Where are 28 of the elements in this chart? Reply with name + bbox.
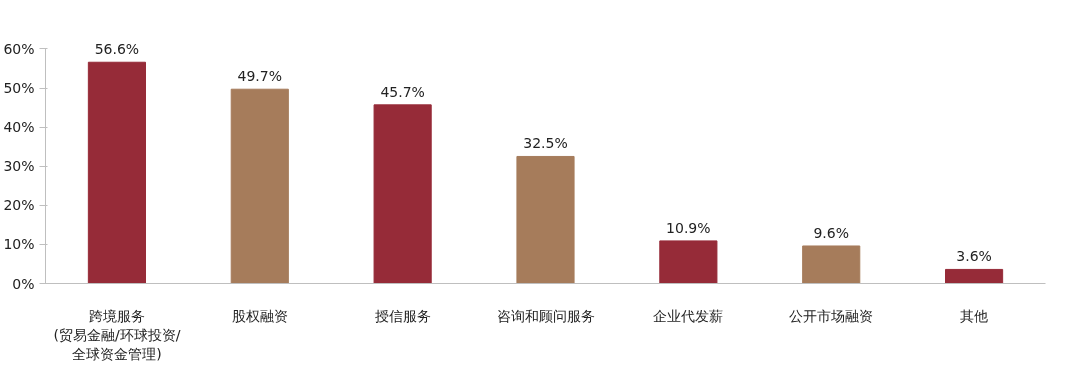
bar (659, 240, 718, 284)
x-tick-label: 跨境服务 (贸易金融/环球投资/ 全球资金管理) (53, 307, 181, 362)
data-label: 49.7% (237, 68, 283, 85)
bar (516, 155, 575, 284)
x-tick-label: 企业代发薪 (653, 307, 724, 324)
y-tick-label: 50% (3, 80, 35, 97)
x-tick-label: 股权融资 (231, 307, 288, 324)
data-label: 3.6% (956, 248, 992, 265)
data-label: 56.6% (94, 41, 140, 58)
y-tick-label: 30% (3, 158, 35, 175)
bar (373, 104, 432, 284)
x-tick-label: 公开市场融资 (789, 307, 874, 324)
y-tick-label: 20% (3, 197, 35, 214)
y-tick-label: 60% (3, 40, 35, 57)
x-tick-label: 咨询和顾问服务 (496, 307, 595, 324)
bar (230, 88, 289, 284)
data-label: 32.5% (523, 135, 568, 152)
bar (802, 245, 861, 284)
bar (945, 268, 1004, 284)
data-label: 10.9% (666, 219, 711, 236)
y-tick-label: 10% (3, 236, 35, 253)
data-label: 45.7% (380, 83, 425, 100)
x-tick-label: 其他 (960, 307, 989, 324)
y-tick-label: 0% (12, 275, 35, 292)
bar (87, 61, 146, 284)
x-tick-label: 授信服务 (374, 307, 431, 324)
y-tick-label: 40% (3, 119, 35, 136)
data-label: 9.6% (813, 224, 850, 241)
